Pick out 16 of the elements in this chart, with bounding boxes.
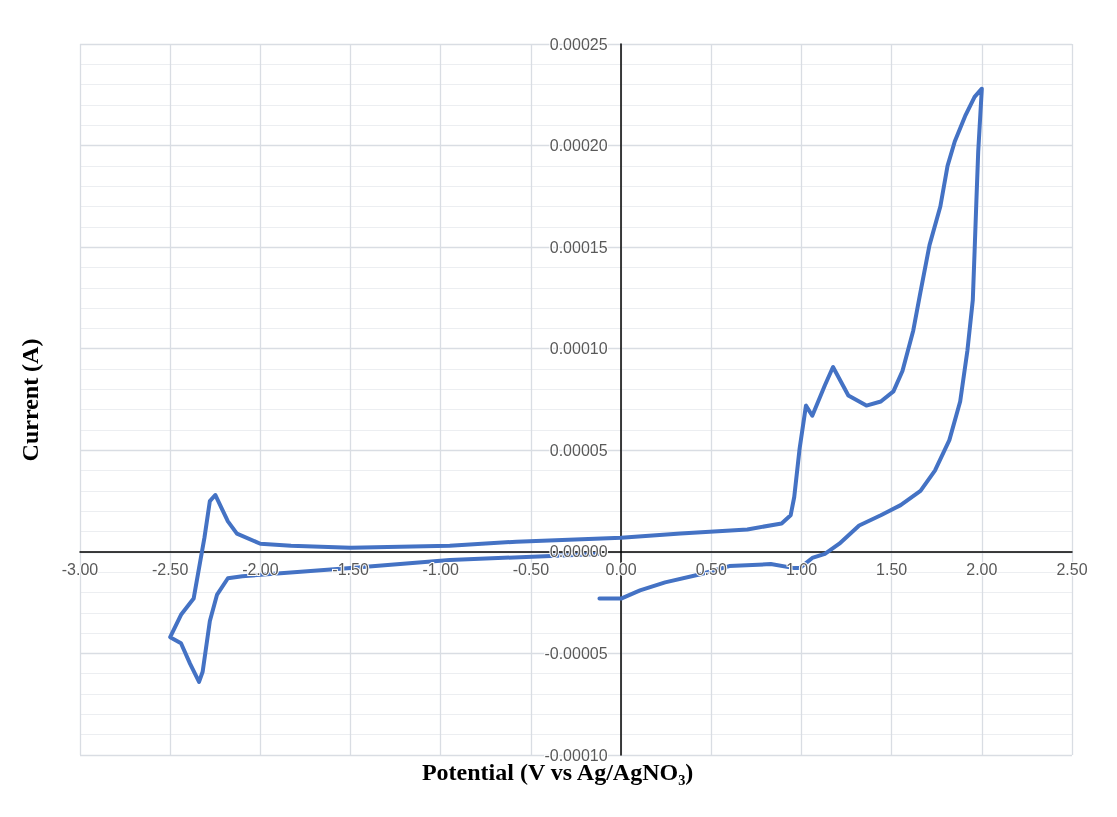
x-tick-label: -2.50 bbox=[151, 561, 189, 579]
x-tick-label: -0.50 bbox=[512, 561, 550, 579]
y-tick-label: 0.00020 bbox=[549, 137, 608, 155]
y-tick-label: 0.00010 bbox=[549, 340, 608, 358]
y-axis-title: Current (A) bbox=[17, 338, 43, 462]
x-tick-label: 2.50 bbox=[1056, 561, 1088, 579]
y-tick-label: 0.00000 bbox=[549, 543, 608, 561]
y-tick-label: -0.00010 bbox=[544, 746, 608, 764]
x-tick-label: -1.00 bbox=[422, 561, 460, 579]
x-tick-label: 1.50 bbox=[876, 561, 908, 579]
y-tick-label: 0.00015 bbox=[549, 238, 608, 256]
y-tick-label: 0.00005 bbox=[549, 441, 608, 459]
x-tick-label: -3.00 bbox=[61, 561, 99, 579]
y-tick-label: -0.00005 bbox=[544, 644, 608, 662]
x-tick-label: 2.00 bbox=[966, 561, 998, 579]
y-tick-label: 0.00025 bbox=[549, 35, 608, 53]
